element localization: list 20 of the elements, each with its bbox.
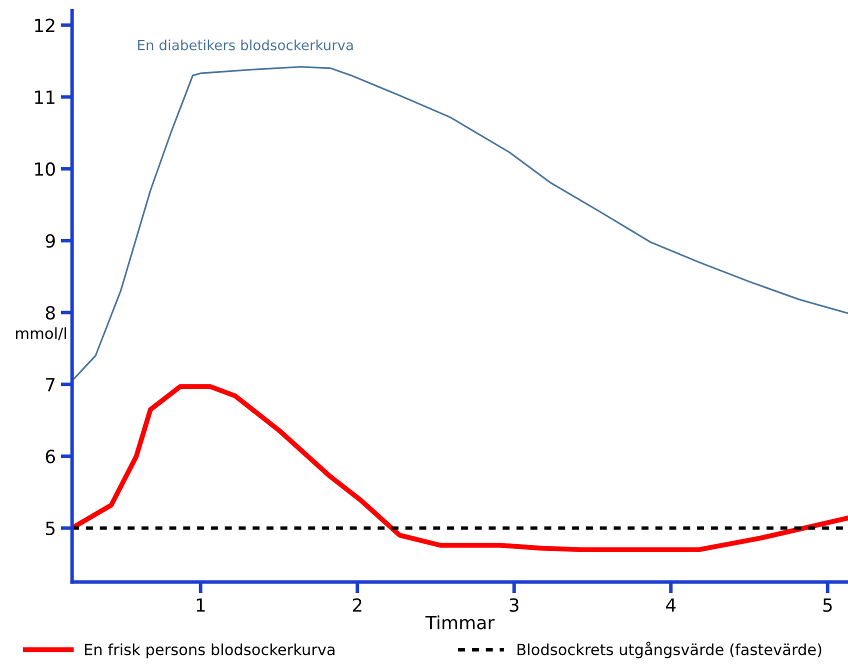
x-tick-label: 5 <box>823 598 832 612</box>
x-axis-title: Timmar <box>425 615 495 630</box>
y-tick-label: 12 <box>35 18 54 32</box>
y-tick-label: 10 <box>35 162 55 176</box>
series-label: En diabetikers blodsockerkurva <box>138 40 353 50</box>
y-tick-label: 9 <box>46 234 55 248</box>
y-tick-label: 7 <box>46 378 55 392</box>
legend-label: Blodsockrets utgångsvärde (fastevärde) <box>518 642 822 658</box>
x-tick-label: 2 <box>352 598 362 612</box>
x-tick-label: 4 <box>666 598 676 612</box>
y-tick-label: 6 <box>46 450 55 464</box>
y-tick-label: 8 <box>46 306 55 320</box>
x-tick-label: 3 <box>510 598 518 612</box>
y-tick-label: 11 <box>35 90 54 104</box>
line-series <box>72 384 848 552</box>
y-axis-title: mmol/l <box>16 327 66 340</box>
legend-label: En frisk persons blodsockerkurva <box>84 643 334 658</box>
y-tick-label: 5 <box>46 522 55 536</box>
line-series <box>72 66 848 382</box>
x-tick-label: 1 <box>196 598 205 612</box>
